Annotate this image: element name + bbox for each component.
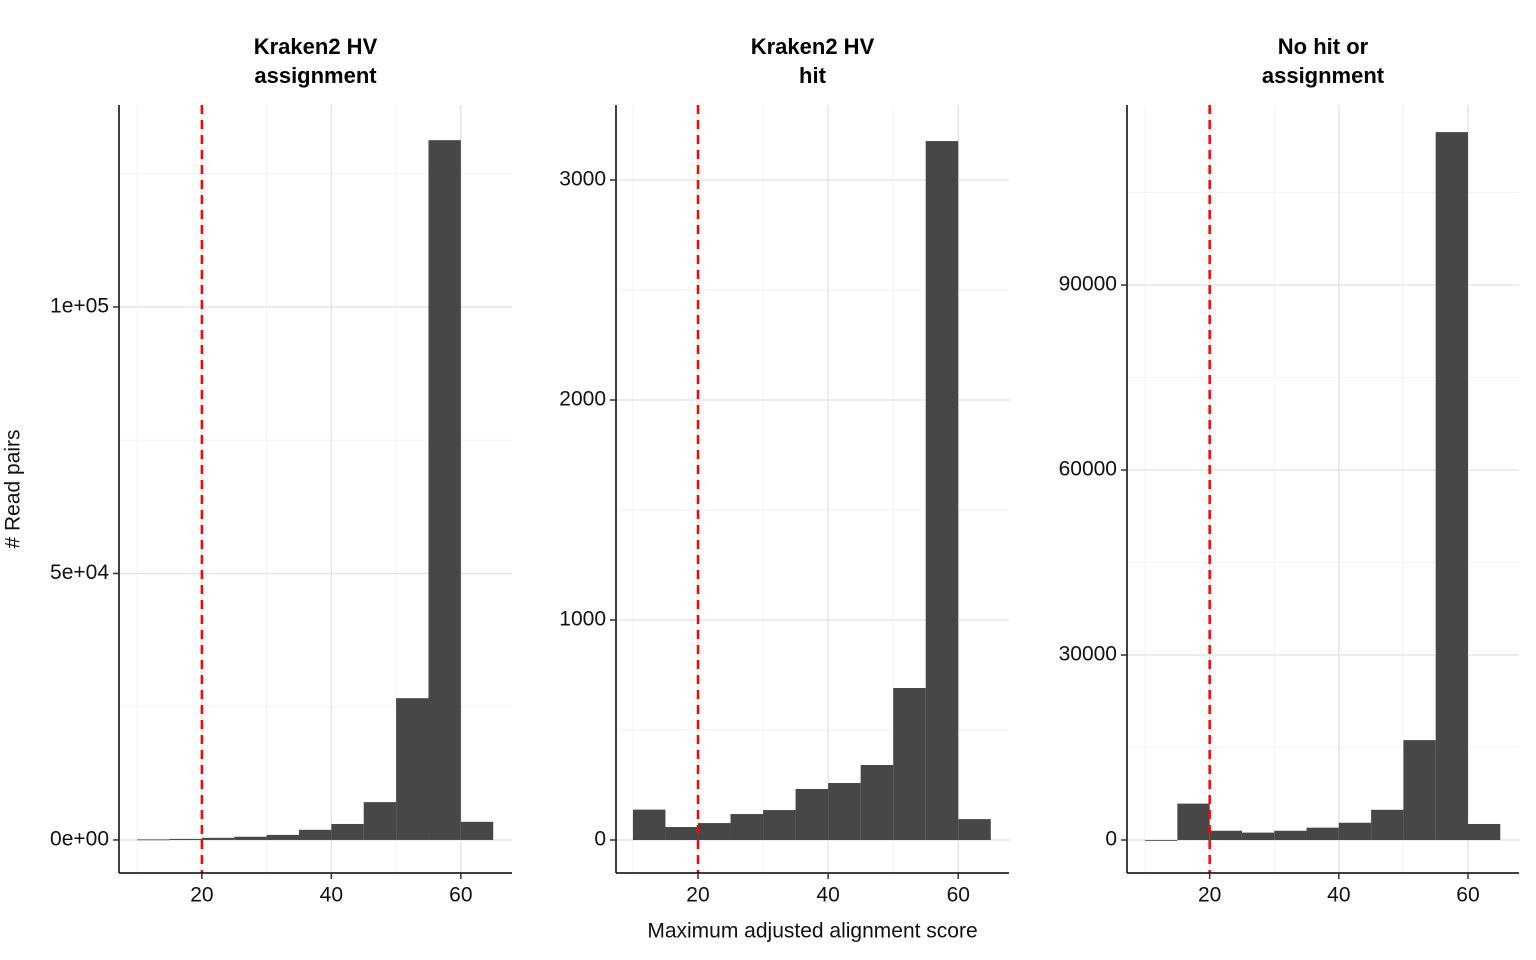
bar: [363, 802, 397, 840]
bar: [1403, 740, 1436, 841]
y-tick-label: 30000: [1059, 643, 1117, 666]
bar: [697, 823, 731, 841]
x-tick-label: 60: [1456, 884, 1479, 907]
bar: [893, 687, 926, 841]
bar: [396, 698, 429, 840]
x-tick-label: 40: [320, 884, 343, 907]
bar: [460, 821, 494, 840]
x-tick-label: 40: [1327, 884, 1350, 907]
bar: [1371, 809, 1404, 841]
bar: [1145, 840, 1178, 841]
x-tick-label: 60: [947, 884, 970, 907]
bar: [331, 823, 364, 840]
bar: [201, 837, 235, 840]
bar: [730, 814, 764, 841]
y-tick-label: 2000: [559, 388, 606, 411]
x-tick-label: 20: [190, 884, 213, 907]
bar: [1209, 830, 1242, 841]
y-tick-label: 0e+00: [50, 828, 109, 851]
bar: [428, 140, 461, 840]
bar: [632, 809, 666, 841]
bar: [665, 827, 698, 841]
bar: [795, 788, 829, 841]
x-tick-label: 20: [686, 884, 709, 907]
bar: [298, 829, 332, 840]
x-tick-label: 20: [1198, 884, 1221, 907]
bar: [1177, 803, 1210, 841]
y-tick-label: 5e+04: [50, 561, 109, 584]
y-tick-label: 3000: [559, 168, 606, 191]
bar: [1467, 823, 1501, 841]
bar: [860, 764, 894, 841]
bar: [169, 838, 202, 840]
bar: [137, 839, 170, 841]
bar: [266, 834, 299, 840]
x-tick-label: 40: [816, 884, 839, 907]
bar: [1338, 822, 1372, 841]
bar: [234, 836, 267, 840]
x-tick-label: 60: [449, 884, 472, 907]
bar: [925, 141, 959, 841]
y-tick-label: 60000: [1059, 458, 1117, 481]
y-tick-label: 0: [1105, 828, 1117, 851]
panel-title: Kraken2 HV hit: [750, 34, 875, 88]
y-tick-label: 1e+05: [50, 295, 109, 318]
bar: [1306, 827, 1339, 841]
bar: [1241, 832, 1275, 841]
bar: [763, 810, 796, 841]
panel-title: Kraken2 HV assignment: [253, 34, 378, 88]
bar: [958, 819, 991, 841]
y-tick-label: 1000: [559, 608, 606, 631]
x-axis-label: Maximum adjusted alignment score: [647, 920, 977, 943]
bar: [828, 783, 861, 841]
y-axis-label: # Read pairs: [2, 429, 25, 548]
panel-title: No hit or assignment: [1261, 34, 1385, 88]
bar: [1435, 132, 1468, 841]
y-tick-label: 0: [594, 828, 606, 851]
bar: [1274, 830, 1307, 841]
y-tick-label: 90000: [1059, 273, 1117, 296]
